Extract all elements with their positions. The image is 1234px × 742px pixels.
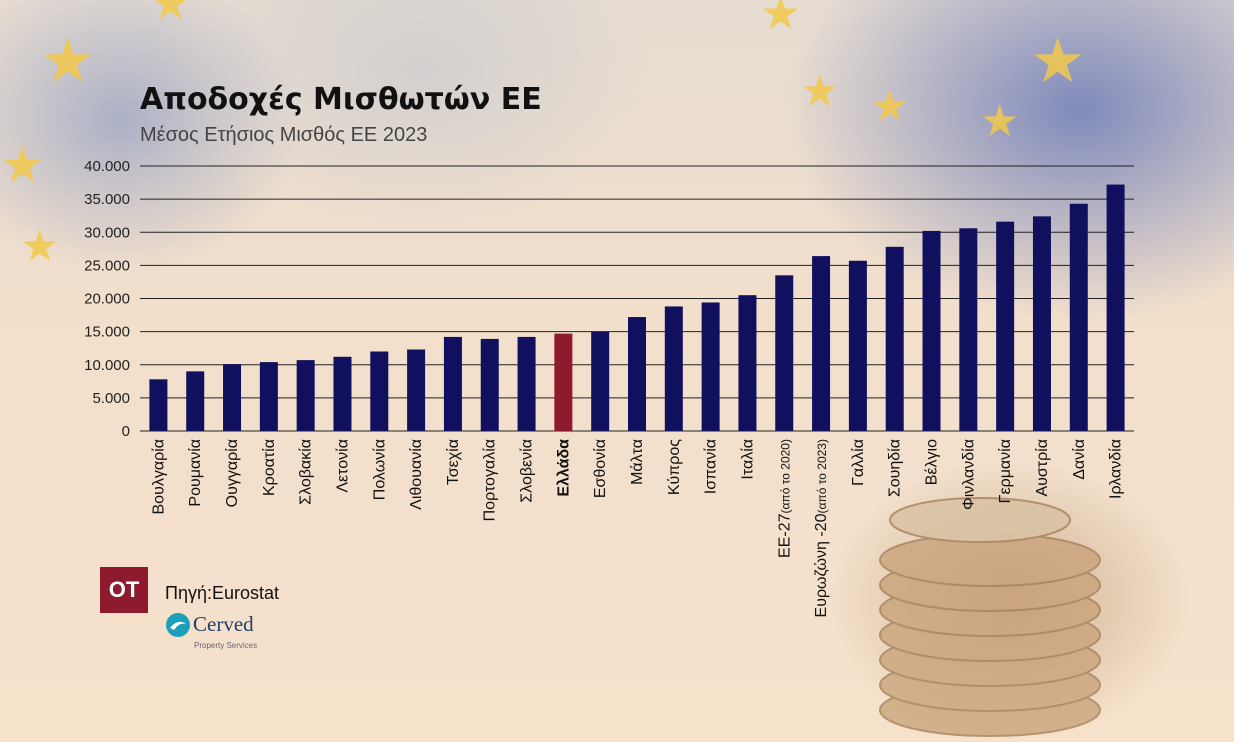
bar [407,349,426,431]
eu-star-icon: ★ [760,0,802,40]
bar [1106,184,1125,431]
x-tick-label: Μάλτα [629,439,646,485]
bar [370,351,389,431]
bar [922,230,941,431]
x-tick-label: Σλοβενία [519,439,536,503]
bar [996,221,1015,431]
bar [664,306,683,431]
chart-title: Αποδοχές Μισθωτών ΕΕ [140,82,542,117]
x-tick-label: Ιταλία [739,439,756,480]
y-tick-label: 5.000 [92,390,130,407]
bar [959,228,978,431]
cerved-name: Cerved [193,612,254,636]
bar [149,379,168,431]
x-tick-label: Φινλανδία [960,439,977,510]
x-tick-label: Ρουμανία [187,439,204,507]
bar [517,336,536,431]
y-tick-label: 40.000 [84,158,130,175]
y-tick-label: 10.000 [84,357,130,374]
x-tick-label: Πορτογαλία [482,439,499,521]
cerved-logo: Cerved Property Services [165,612,257,650]
x-tick-label: Εσθονία [592,439,609,498]
bar [812,256,831,431]
eu-star-icon: ★ [20,221,60,272]
x-tick-label: Δανία [1071,439,1088,480]
y-tick-label: 35.000 [84,191,130,208]
bar [848,260,867,431]
bar [701,302,720,431]
bar [259,362,278,431]
y-tick-label: 15.000 [84,324,130,341]
x-tick-label: Βέλγιο [924,439,941,485]
coins-illustration [879,497,1101,737]
bar [591,331,610,431]
y-tick-label: 0 [122,423,130,440]
x-tick-label: Κύπρος [666,439,683,495]
x-tick-label: Κροατία [261,439,278,496]
bar [480,338,499,431]
eu-star-icon: ★ [870,81,910,132]
eu-star-icon: ★ [800,66,840,117]
bar [628,317,646,431]
x-tick-label: Ουγγαρία [224,439,241,507]
bar [1032,216,1051,431]
x-tick-label: Ευρωζώνη -20(από το 2023) [813,439,830,617]
x-tick-label: Γαλλία [850,439,867,486]
bar [223,364,242,431]
eu-star-icon: ★ [40,24,96,97]
cerved-mark-icon [166,613,190,637]
bar [296,360,315,431]
source-note: Πηγή:Eurostat [165,583,280,603]
x-tick-label: Σουηδία [887,439,904,497]
eu-star-icon: ★ [1030,24,1086,97]
y-tick-label: 25.000 [84,257,130,274]
x-tick-label: Αυστρία [1034,439,1051,497]
bar [885,246,904,431]
x-tick-label: Λιθουανία [408,439,425,510]
x-tick-label: Τσεχία [445,439,462,485]
y-tick-label: 30.000 [84,224,130,241]
y-tick-label: 20.000 [84,291,130,308]
x-tick-label: Ιρλανδία [1108,439,1125,499]
bar [1069,203,1088,431]
eu-star-icon: ★ [0,136,45,194]
bar [554,333,573,431]
x-tick-label: Πολωνία [371,439,388,500]
bar [186,371,205,431]
x-tick-label: Ελλάδα [555,439,572,497]
chart-subtitle: Μέσος Ετήσιος Μισθός ΕΕ 2023 [140,124,428,146]
x-tick-label: ΕΕ-27(από το 2020) [776,439,793,558]
x-tick-label: Λετονία [334,439,351,493]
x-tick-label: Γερμανία [997,439,1014,503]
cerved-tagline: Property Services [194,641,258,650]
ot-logo: OT [100,567,148,613]
eu-star-icon: ★ [980,96,1020,147]
x-tick-label: Βουλγαρία [150,439,167,514]
x-tick-label: Σλοβακία [298,439,315,505]
eu-star-icon: ★ [150,0,192,30]
bar [738,295,757,431]
bar [333,356,352,431]
bar [443,336,462,431]
bar [775,275,794,431]
x-tick-label: Ισπανία [703,439,720,494]
